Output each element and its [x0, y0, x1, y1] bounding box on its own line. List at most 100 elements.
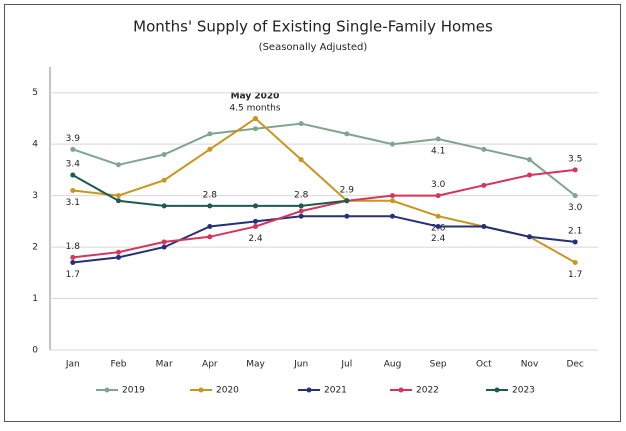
- legend-marker: [198, 387, 204, 393]
- data-point: [116, 254, 121, 260]
- data-point: [435, 193, 441, 199]
- legend-marker: [306, 387, 312, 393]
- data-label: 2.8: [294, 190, 309, 200]
- data-point: [253, 218, 258, 224]
- data-label: 4.1: [431, 147, 445, 157]
- data-point: [70, 146, 76, 152]
- data-point: [161, 239, 167, 245]
- data-point: [253, 115, 258, 121]
- data-point: [298, 208, 304, 214]
- data-point: [435, 213, 441, 219]
- data-point: [527, 157, 532, 163]
- data-point: [70, 187, 76, 193]
- data-point: [207, 146, 213, 152]
- data-point: [298, 157, 304, 163]
- data-point: [390, 141, 395, 147]
- data-point: [207, 234, 213, 240]
- x-tick-label: Aug: [384, 360, 402, 370]
- x-tick-label: Jan: [65, 360, 80, 370]
- y-tick-label: 3: [32, 191, 38, 201]
- data-label: 1.7: [66, 270, 80, 280]
- legend-label: 2019: [122, 386, 145, 396]
- data-point: [298, 121, 304, 127]
- chart-title: Months' Supply of Existing Single-Family…: [133, 18, 493, 36]
- x-tick-label: Oct: [476, 360, 492, 370]
- x-tick-label: Dec: [566, 360, 583, 370]
- data-point: [572, 167, 578, 173]
- y-tick-label: 4: [32, 140, 38, 150]
- data-point: [481, 224, 487, 230]
- data-label: 3.4: [66, 160, 81, 170]
- data-point: [70, 172, 76, 178]
- series-line: [72, 215, 576, 264]
- data-point: [344, 198, 350, 204]
- data-point: [70, 254, 76, 260]
- data-point: [572, 239, 578, 245]
- data-label: 3.9: [66, 134, 81, 144]
- data-point: [435, 224, 441, 230]
- series-line: [72, 122, 576, 197]
- data-point: [527, 234, 532, 240]
- data-point: [390, 198, 395, 204]
- data-point: [572, 193, 578, 199]
- data-label: 2.4: [431, 234, 446, 244]
- series-line: [72, 117, 576, 264]
- data-label: 3.1: [66, 198, 80, 208]
- data-label: 2.4: [248, 234, 263, 244]
- data-point: [298, 213, 304, 219]
- data-point: [207, 131, 213, 137]
- data-label: 2.1: [568, 226, 582, 236]
- legend-marker: [104, 387, 110, 393]
- data-point: [161, 177, 167, 183]
- legend-label: 2022: [416, 386, 439, 396]
- data-point: [253, 224, 258, 230]
- data-point: [253, 126, 258, 132]
- data-point: [390, 213, 395, 219]
- data-point: [161, 151, 167, 157]
- data-point: [298, 203, 304, 209]
- data-point: [572, 260, 578, 266]
- data-point: [253, 203, 258, 209]
- data-point: [70, 260, 76, 266]
- legend-label: 2023: [512, 386, 535, 396]
- y-tick-label: 2: [32, 243, 38, 253]
- series-line: [72, 168, 576, 259]
- data-point: [481, 146, 487, 152]
- y-tick-label: 1: [32, 294, 38, 304]
- data-point: [116, 193, 121, 199]
- data-point: [161, 203, 167, 209]
- y-tick-label: 5: [32, 88, 38, 98]
- x-tick-label: Sep: [430, 360, 447, 370]
- data-point: [390, 193, 395, 199]
- data-label: 3.0: [568, 203, 583, 213]
- data-point: [207, 203, 213, 209]
- annotation: 4.5 months: [229, 104, 280, 114]
- data-point: [344, 131, 350, 137]
- legend-marker: [494, 387, 500, 393]
- x-tick-label: Apr: [202, 360, 218, 370]
- x-tick-label: Feb: [111, 360, 127, 370]
- data-point: [116, 162, 121, 168]
- data-point: [481, 182, 487, 188]
- chart-subtitle: (Seasonally Adjusted): [259, 42, 368, 53]
- x-tick-label: Jul: [340, 360, 352, 370]
- x-tick-label: Jun: [293, 360, 308, 370]
- data-point: [207, 224, 213, 230]
- frame: [4, 4, 621, 422]
- data-point: [435, 136, 441, 142]
- legend-label: 2021: [324, 386, 347, 396]
- x-tick-label: Mar: [156, 360, 173, 370]
- data-label: 3.5: [568, 154, 582, 164]
- data-label: 2.8: [203, 190, 218, 200]
- x-tick-label: Nov: [521, 360, 539, 370]
- data-point: [116, 198, 121, 204]
- data-label: 3.0: [431, 180, 446, 190]
- data-point: [344, 213, 350, 219]
- data-point: [527, 172, 532, 178]
- data-point: [116, 249, 121, 255]
- data-point: [161, 244, 167, 250]
- legend-marker: [398, 387, 404, 393]
- x-tick-label: May: [246, 360, 265, 370]
- data-label: 2.9: [340, 185, 355, 195]
